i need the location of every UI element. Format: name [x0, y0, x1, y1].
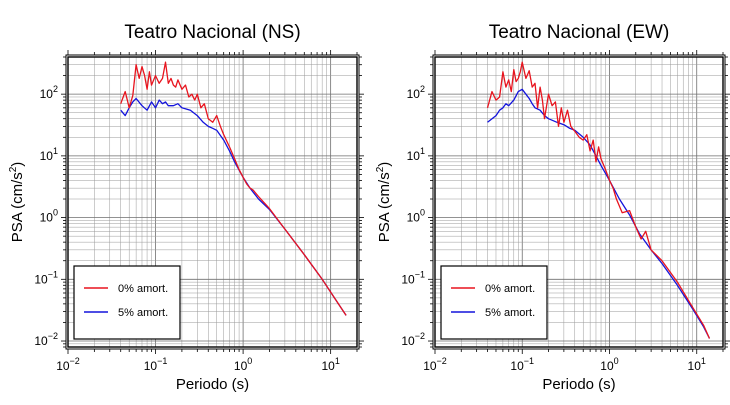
tick-marks [61, 50, 364, 354]
legend-label: 0% amort. [118, 283, 168, 295]
series-line-undamped [120, 61, 347, 316]
legend-box [440, 265, 548, 340]
y-tick-label: 101 [407, 146, 425, 163]
y-tick-label: 102 [407, 84, 425, 101]
plot-frame-outer [65, 54, 360, 350]
legend: 0% amort. 5% amort. [440, 265, 548, 340]
y-axis-label: PSA (cm/s2) [375, 162, 393, 243]
x-tick-label: 100 [234, 356, 252, 373]
y-tick-label: 10−1 [401, 269, 425, 286]
y-tick-label: 10−2 [401, 331, 425, 348]
x-tick-label: 101 [688, 356, 706, 373]
plot-frame-outer [432, 54, 726, 350]
legend: 0% amort. 5% amort. [73, 265, 181, 340]
x-axis-label: Periodo (s) [176, 376, 249, 393]
y-tick-label: 10−2 [34, 331, 58, 348]
legend-label: 0% amort. [485, 283, 535, 295]
chart-panel-0: 10−2 10−1 100 101 10−2 10−1 100 101 102 Teatro Na… [8, 22, 364, 393]
y-tick-label: 100 [40, 208, 58, 225]
y-tick-label: 102 [40, 84, 58, 101]
legend-label: 5% amort. [485, 307, 535, 319]
chart-panel-1: 10−2 10−1 100 101 10−2 10−1 100 101 102 Teatro Na… [375, 22, 730, 393]
y-tick-label: 100 [407, 208, 425, 225]
plot-frame [67, 56, 358, 348]
legend-label: 5% amort. [118, 307, 168, 319]
y-tick-label: 101 [40, 146, 58, 163]
chart-title: Teatro Nacional (NS) [124, 22, 300, 43]
series-line-damped [487, 88, 711, 339]
x-tick-label: 101 [321, 356, 339, 373]
x-tick-label: 100 [600, 356, 618, 373]
y-tick-label: 10−1 [34, 269, 58, 286]
grid [67, 56, 358, 348]
chart-title: Teatro Nacional (EW) [489, 22, 670, 43]
series-line-undamped [486, 61, 711, 339]
x-axis-label: Periodo (s) [542, 376, 615, 393]
x-tick-label: 10−2 [423, 356, 447, 373]
tick-marks [428, 50, 730, 354]
series-line-damped [120, 97, 347, 316]
x-tick-label: 10−1 [144, 356, 168, 373]
plot-frame [434, 56, 724, 348]
x-tick-label: 10−2 [56, 356, 80, 373]
y-axis-label: PSA (cm/s2) [8, 162, 26, 243]
legend-box [73, 265, 181, 340]
x-tick-label: 10−1 [510, 356, 534, 373]
